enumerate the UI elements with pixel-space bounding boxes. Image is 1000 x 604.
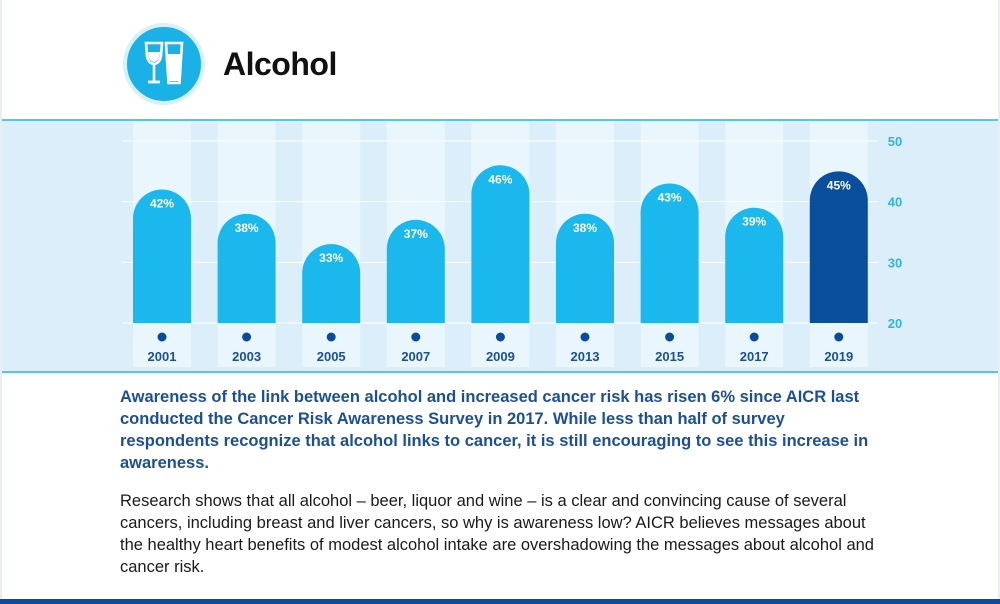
right-frame-border: [998, 0, 1000, 604]
y-tick-label: 30: [888, 255, 902, 270]
chart-area: 20 30 40 50 42% 2001 38% 2003 33% 2005 37% 2007 46% 2…: [2, 119, 998, 373]
bar: [556, 213, 614, 323]
bar: [809, 171, 868, 323]
bar-value-label: 43%: [658, 190, 682, 204]
bar-value-label: 37%: [404, 227, 428, 241]
bar-value-label: 39%: [742, 215, 766, 229]
bar-value-label: 38%: [573, 221, 597, 235]
bar-value-label: 33%: [319, 251, 343, 265]
axis-dot: [157, 332, 167, 342]
y-tick-label: 20: [888, 316, 902, 331]
page-title: Alcohol: [223, 45, 337, 82]
axis-dot: [834, 332, 844, 342]
lead-paragraph: Awareness of the link between alcohol an…: [120, 388, 869, 472]
x-tick-label: 2001: [148, 349, 177, 364]
x-tick-label: 2003: [232, 349, 261, 364]
x-tick-label: 2015: [655, 349, 684, 364]
bar-value-label: 38%: [235, 221, 259, 235]
x-tick-label: 2007: [401, 349, 430, 364]
body-paragraph: Research shows that all alcohol – beer, …: [120, 492, 874, 576]
x-tick-label: 2005: [317, 349, 346, 364]
bar: [471, 165, 530, 323]
bar-value-label: 42%: [150, 197, 174, 211]
axis-dot: [326, 332, 336, 342]
axis-dot: [495, 332, 505, 342]
bar: [133, 189, 191, 323]
x-tick-label: 2017: [740, 349, 769, 364]
y-tick-label: 40: [888, 195, 902, 210]
axis-dot: [749, 332, 759, 342]
bar-value-label: 46%: [488, 172, 512, 186]
section-header: Alcohol: [123, 23, 337, 105]
bar-chart: 20 30 40 50 42% 2001 38% 2003 33% 2005 37% 2007 46% 2…: [122, 121, 902, 367]
axis-dot: [665, 332, 675, 342]
left-frame-border: [0, 0, 2, 604]
bar: [386, 219, 445, 323]
axis-dot: [580, 332, 590, 342]
bar: [217, 213, 276, 323]
bar: [725, 207, 784, 323]
column-background: [302, 121, 361, 367]
axis-dot: [242, 332, 252, 342]
x-tick-label: 2009: [486, 349, 515, 364]
bottom-rule: [0, 599, 1000, 604]
bar-value-label: 45%: [827, 178, 851, 192]
bar: [302, 244, 361, 323]
axis-dot: [411, 332, 421, 342]
x-tick-label: 2013: [571, 349, 600, 364]
x-tick-label: 2019: [824, 349, 853, 364]
y-tick-label: 50: [888, 134, 902, 149]
bar: [640, 183, 699, 323]
wine-and-beer-glasses-icon: [123, 23, 205, 105]
